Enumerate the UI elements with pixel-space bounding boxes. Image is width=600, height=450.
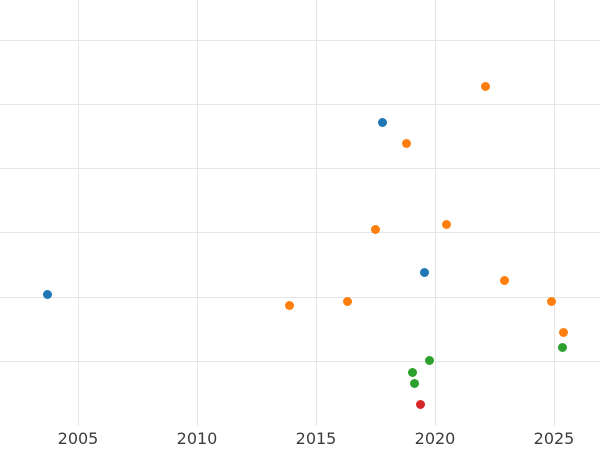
scatter-point-orange (558, 327, 568, 337)
vertical-gridline (78, 0, 79, 426)
horizontal-gridline (0, 40, 600, 41)
scatter-point-red (415, 399, 425, 409)
vertical-gridline (435, 0, 436, 426)
scatter-point-green (407, 367, 417, 377)
scatter-point-orange (546, 296, 556, 306)
horizontal-gridline (0, 232, 600, 233)
scatter-point-orange (342, 296, 352, 306)
x-tick-label-2015: 2015 (295, 429, 337, 448)
scatter-point-blue (377, 117, 387, 127)
horizontal-gridline (0, 168, 600, 169)
scatter-point-orange (401, 138, 411, 148)
x-tick-label-2020: 2020 (414, 429, 456, 448)
scatter-point-blue (42, 289, 52, 299)
scatter-point-green (424, 355, 434, 365)
vertical-gridline (316, 0, 317, 426)
scatter-point-orange (441, 219, 451, 229)
vertical-gridline (554, 0, 555, 426)
scatter-point-orange (480, 81, 490, 91)
scatter-point-orange (499, 275, 509, 285)
scatter-point-green (409, 378, 419, 388)
x-tick-label-2025: 2025 (533, 429, 575, 448)
x-tick-label-2010: 2010 (176, 429, 218, 448)
horizontal-gridline (0, 361, 600, 362)
horizontal-gridline (0, 104, 600, 105)
x-tick-label-2005: 2005 (57, 429, 99, 448)
scatter-point-green (557, 342, 567, 352)
scatter-point-blue (419, 267, 429, 277)
vertical-gridline (197, 0, 198, 426)
horizontal-gridline (0, 297, 600, 298)
scatter-point-orange (284, 300, 294, 310)
scatter-point-orange (370, 224, 380, 234)
